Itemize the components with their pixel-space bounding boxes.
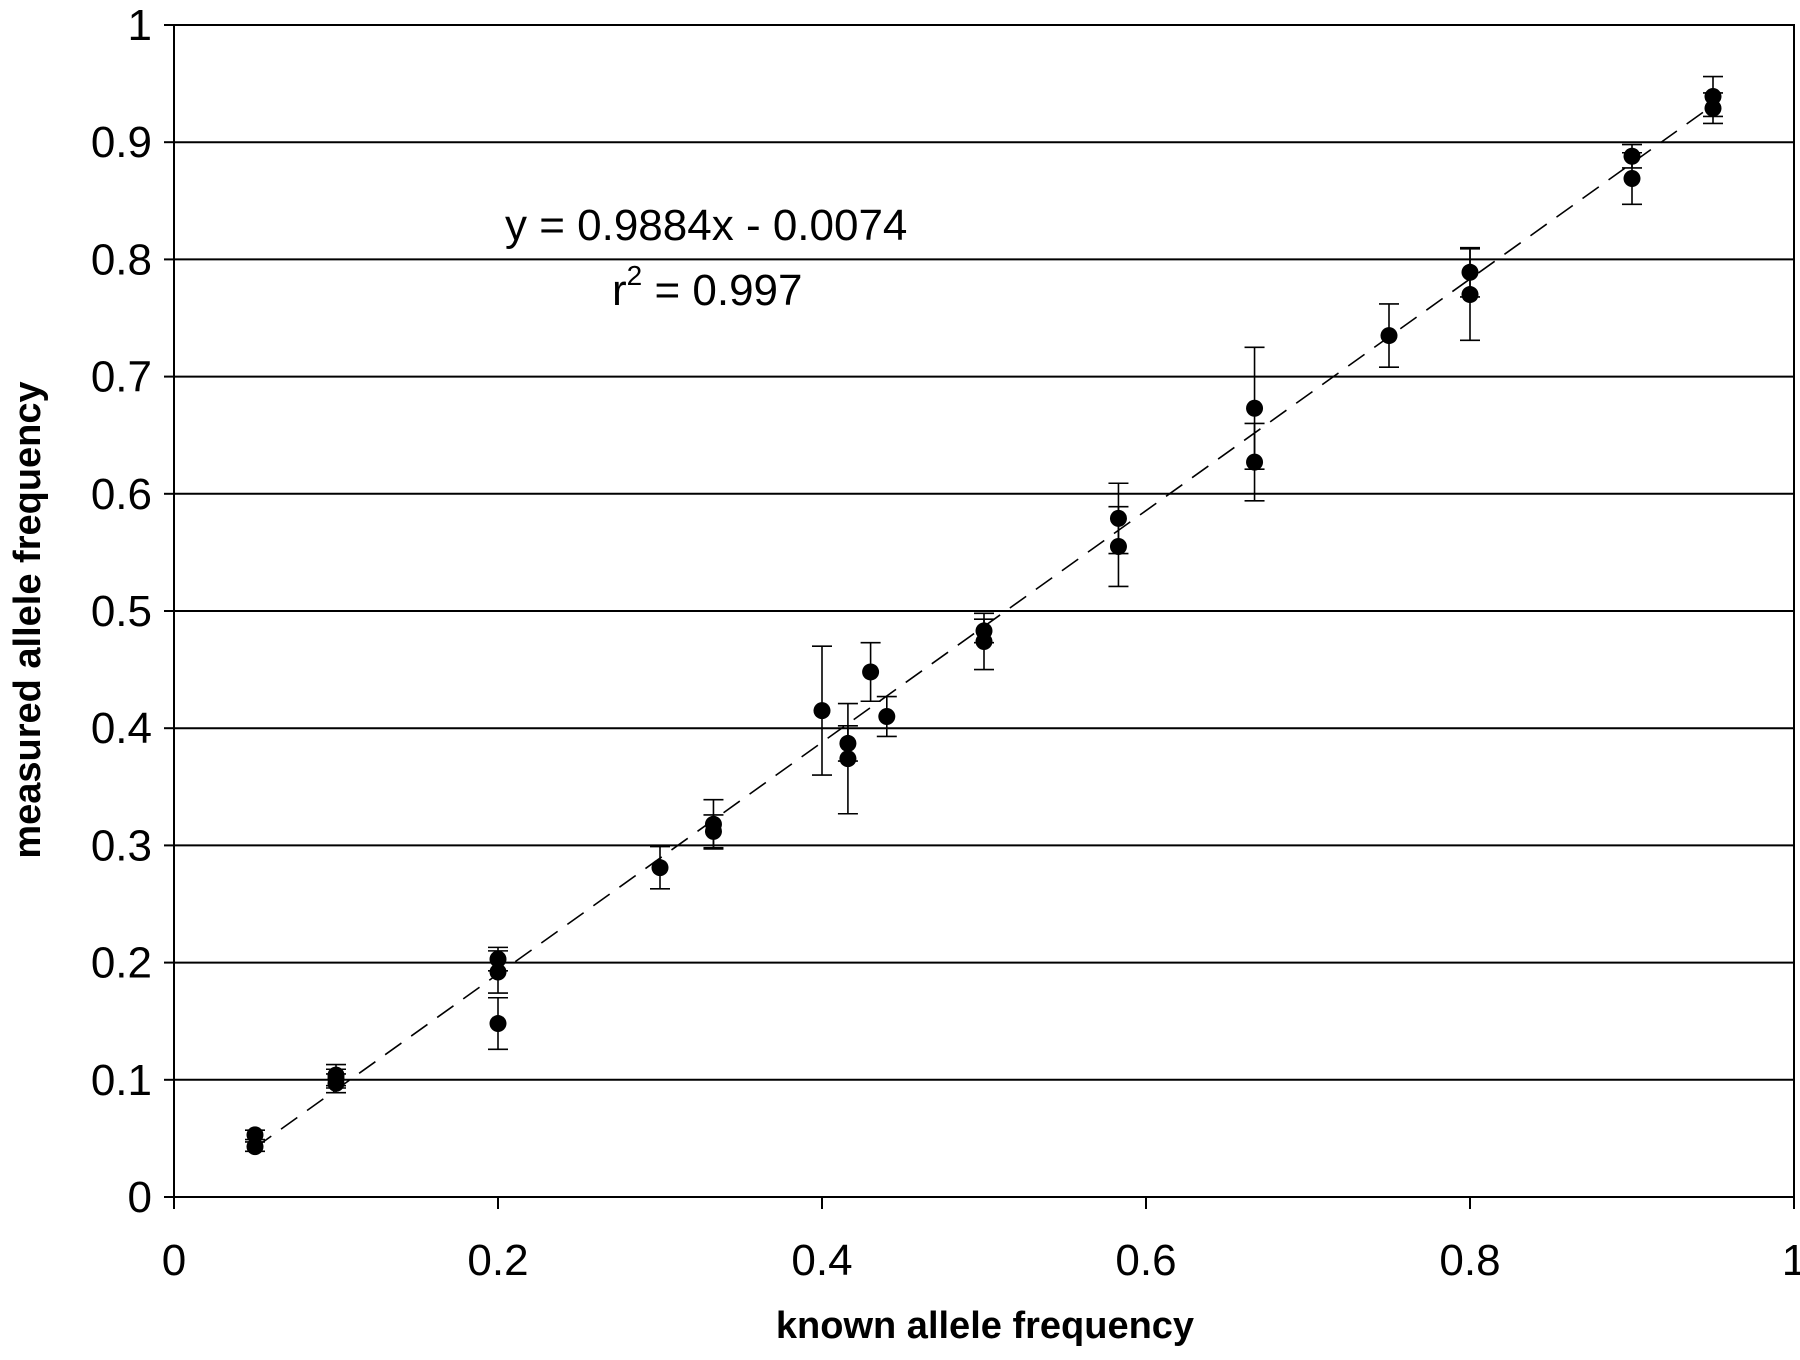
x-tick-label: 0.8 — [1439, 1236, 1500, 1285]
data-point — [813, 702, 831, 720]
data-point — [1246, 453, 1264, 471]
data-point — [1380, 327, 1398, 345]
data-point — [1623, 147, 1641, 165]
r-squared-value: = 0.997 — [642, 266, 802, 315]
r-squared-exponent: 2 — [627, 260, 643, 291]
r-squared-annotation: r2 = 0.997 — [612, 260, 803, 315]
x-tick-label: 0.4 — [791, 1236, 852, 1285]
gridlines — [174, 141, 1794, 1081]
data-point — [1704, 99, 1722, 117]
data-point — [1623, 170, 1641, 188]
y-tick-label: 0.8 — [91, 235, 152, 284]
y-tick-label: 0.5 — [91, 587, 152, 636]
data-point — [704, 822, 722, 840]
y-tick-label: 0.6 — [91, 470, 152, 519]
data-point — [651, 859, 669, 877]
y-axis-title: measured allele frequency — [7, 381, 49, 858]
y-tick-label: 0 — [128, 1173, 152, 1222]
y-tick-label: 0.3 — [91, 821, 152, 870]
data-point — [246, 1126, 264, 1144]
data-point — [489, 1015, 507, 1033]
y-tick-label: 0.4 — [91, 704, 152, 753]
data-point — [862, 663, 880, 681]
data-point — [1704, 87, 1722, 105]
equation-annotation: y = 0.9884x - 0.0074 — [505, 201, 907, 250]
x-axis-title: known allele frequency — [776, 1305, 1194, 1347]
data-point — [327, 1074, 345, 1092]
x-tick-label: 0.2 — [467, 1236, 528, 1285]
y-tick-label: 1 — [128, 1, 152, 50]
x-tick-label: 0 — [162, 1236, 186, 1285]
data-point — [489, 950, 507, 968]
axis-ticks: 0 0.1 0.2 0.3 0.4 0.5 0.6 0.7 0.8 0.9 1 0 0.2 0.4 0.6 0… — [91, 1, 1800, 1285]
y-tick-label: 0.9 — [91, 118, 152, 167]
data-point — [839, 734, 857, 752]
y-tick-label: 0.2 — [91, 939, 152, 988]
data-points — [246, 87, 1722, 1156]
data-point — [489, 963, 507, 981]
data-point — [1109, 538, 1127, 556]
y-tick-label: 0.7 — [91, 353, 152, 402]
data-point — [839, 750, 857, 768]
x-tick-label: 1 — [1782, 1236, 1800, 1285]
x-tick-label: 0.6 — [1115, 1236, 1176, 1285]
data-point — [1461, 263, 1479, 281]
data-point — [975, 632, 993, 650]
y-tick-label: 0.1 — [91, 1056, 152, 1105]
data-point — [1109, 509, 1127, 527]
data-point — [246, 1138, 264, 1156]
data-point — [878, 707, 896, 725]
data-point — [1461, 286, 1479, 304]
r-squared-prefix: r — [612, 266, 627, 315]
data-point — [1246, 399, 1264, 417]
